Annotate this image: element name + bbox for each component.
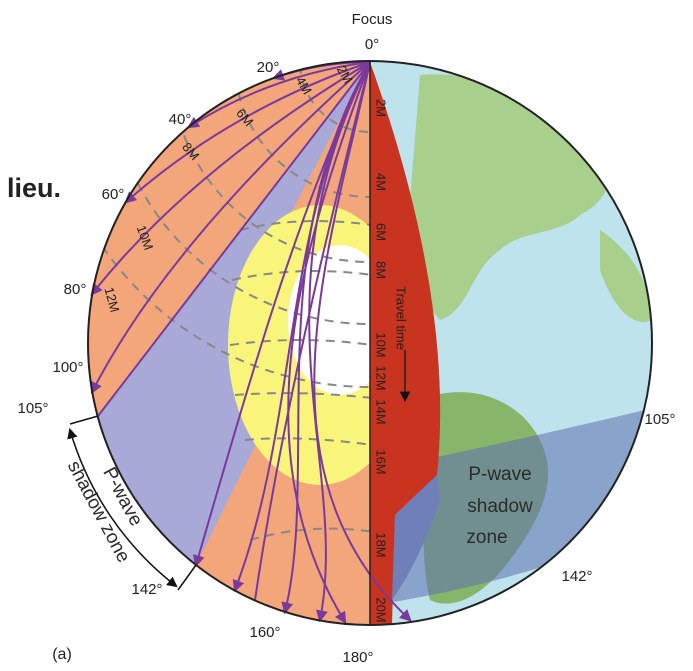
travel-time: 10M: [374, 332, 389, 357]
travel-time: 20M: [374, 597, 389, 622]
travel-time: 12M: [102, 286, 123, 314]
shadow-zone-label: shadow: [467, 496, 533, 517]
travel-time: 14M: [374, 399, 389, 424]
travel-time: 8M: [374, 261, 389, 279]
shadow-zone-label: zone: [466, 527, 507, 548]
heading-fragment: lieu.: [7, 173, 61, 203]
travel-time-label: Travel time: [394, 286, 409, 350]
angle-label: 100°: [52, 359, 83, 376]
angle-label: 142°: [561, 568, 592, 585]
angle-label: 105°: [644, 411, 675, 428]
travel-time: 12M: [374, 365, 389, 390]
shadow-strip: [392, 475, 440, 600]
angle-label: 142°: [131, 581, 162, 598]
angle-label: 180°: [342, 649, 373, 666]
shadow-zone-arrow: [67, 427, 178, 588]
tick-142: [177, 564, 197, 591]
shadow-zone-label: P-wave: [468, 464, 531, 485]
focus-label: Focus: [352, 11, 393, 28]
travel-time: 2M: [374, 99, 389, 117]
angle-label: 0°: [365, 36, 379, 53]
travel-time: 6M: [374, 223, 389, 241]
panel-label: (a): [52, 646, 72, 663]
angle-label: 20°: [257, 59, 280, 76]
travel-time: 16M: [374, 449, 389, 474]
angle-label: 60°: [102, 186, 125, 203]
tick-105: [69, 415, 99, 425]
angle-label: 105°: [17, 400, 48, 417]
travel-time: 18M: [374, 532, 389, 557]
travel-time: 4M: [374, 173, 389, 191]
angle-label: 40°: [169, 111, 192, 128]
angle-label: 80°: [64, 281, 87, 298]
crust-band: [370, 62, 441, 625]
rays: [90, 61, 412, 625]
angle-label: 160°: [249, 624, 280, 641]
